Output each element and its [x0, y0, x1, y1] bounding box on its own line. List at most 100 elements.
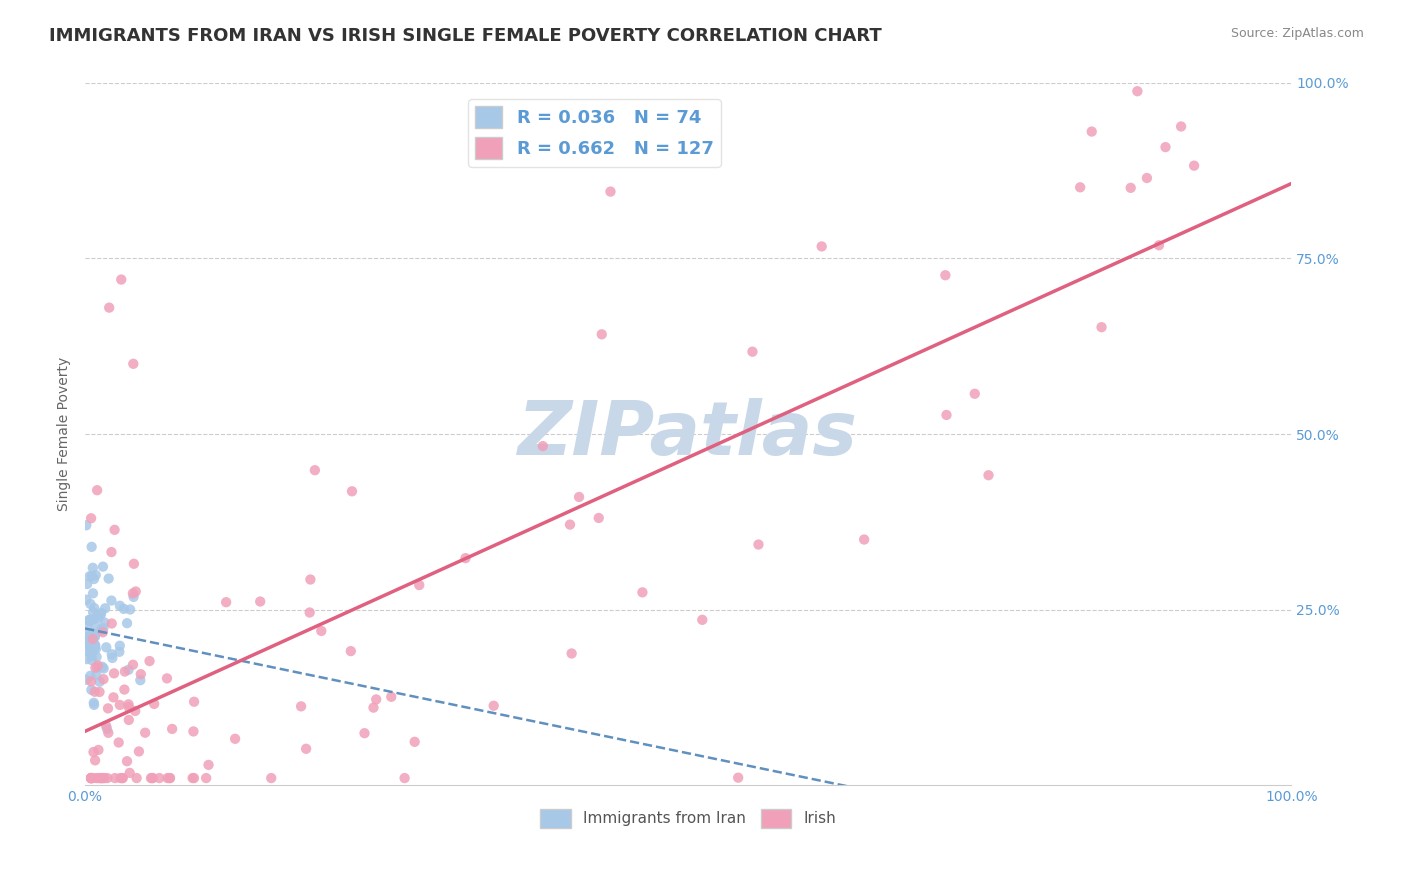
Point — [90, 608, 112, 623]
Point — [125, 584, 148, 599]
Point — [454, 551, 477, 566]
Point — [114, 665, 136, 679]
Point — [122, 590, 145, 604]
Point — [404, 735, 426, 749]
Point — [93, 672, 115, 686]
Point — [125, 771, 148, 785]
Point — [91, 771, 114, 785]
Point — [89, 685, 111, 699]
Point — [77, 634, 100, 648]
Point — [103, 690, 125, 705]
Point — [195, 771, 218, 785]
Point — [80, 771, 103, 785]
Point — [84, 638, 107, 652]
Point — [87, 611, 110, 625]
Point — [96, 719, 118, 733]
Point — [115, 754, 138, 768]
Point — [82, 632, 104, 646]
Point — [558, 517, 581, 532]
Point — [394, 771, 416, 785]
Point — [90, 606, 112, 620]
Point — [260, 771, 283, 785]
Point — [79, 597, 101, 611]
Point — [84, 661, 107, 675]
Point — [108, 599, 131, 613]
Point — [80, 771, 103, 785]
Point — [96, 771, 118, 785]
Point — [1126, 84, 1149, 98]
Point — [561, 647, 583, 661]
Point — [122, 586, 145, 600]
Point — [977, 468, 1000, 483]
Point — [91, 660, 114, 674]
Point — [93, 661, 115, 675]
Point — [181, 771, 204, 785]
Point — [84, 771, 107, 785]
Point — [97, 701, 120, 715]
Point — [963, 386, 986, 401]
Point — [482, 698, 505, 713]
Point — [117, 698, 139, 712]
Point — [934, 268, 956, 283]
Point — [100, 593, 122, 607]
Point — [141, 771, 163, 785]
Point — [727, 771, 749, 785]
Point — [80, 511, 103, 525]
Point — [97, 726, 120, 740]
Point — [1090, 320, 1112, 334]
Point — [93, 621, 115, 635]
Point — [183, 695, 205, 709]
Point — [299, 573, 322, 587]
Point — [124, 704, 146, 718]
Point — [353, 726, 375, 740]
Point — [80, 771, 103, 785]
Point — [1170, 120, 1192, 134]
Point — [408, 578, 430, 592]
Point — [96, 722, 118, 736]
Point — [91, 625, 114, 640]
Point — [298, 606, 321, 620]
Point — [747, 537, 769, 551]
Point — [91, 559, 114, 574]
Point — [340, 484, 363, 499]
Point — [75, 592, 97, 607]
Point — [591, 327, 613, 342]
Point — [84, 620, 107, 634]
Point — [80, 569, 103, 583]
Point — [340, 644, 363, 658]
Point — [83, 630, 105, 644]
Point — [366, 692, 388, 706]
Point — [311, 624, 333, 638]
Point — [90, 622, 112, 636]
Point — [115, 616, 138, 631]
Point — [86, 483, 108, 498]
Point — [80, 540, 103, 554]
Point — [143, 697, 166, 711]
Point — [1069, 180, 1091, 194]
Point — [90, 771, 112, 785]
Point — [80, 771, 103, 785]
Point — [90, 771, 112, 785]
Point — [156, 672, 179, 686]
Point — [80, 674, 103, 689]
Point — [79, 615, 101, 629]
Point — [159, 771, 181, 785]
Point — [76, 577, 98, 591]
Point — [76, 619, 98, 633]
Point — [112, 602, 135, 616]
Point — [90, 771, 112, 785]
Point — [83, 601, 105, 615]
Point — [134, 725, 156, 739]
Point — [83, 698, 105, 712]
Point — [79, 569, 101, 583]
Point — [103, 523, 125, 537]
Point — [122, 357, 145, 371]
Point — [90, 623, 112, 637]
Point — [599, 185, 621, 199]
Point — [82, 771, 104, 785]
Point — [75, 643, 97, 657]
Point — [138, 654, 160, 668]
Point — [108, 698, 131, 712]
Point — [100, 616, 122, 631]
Point — [84, 568, 107, 582]
